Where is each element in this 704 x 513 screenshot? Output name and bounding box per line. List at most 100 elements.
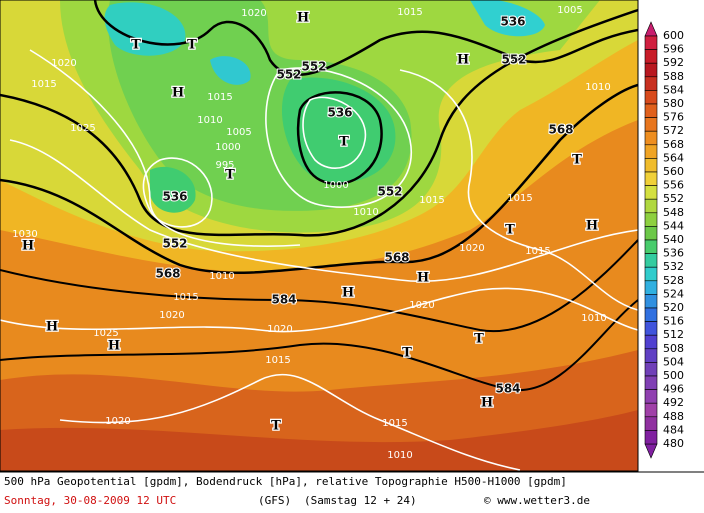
geopotential-label: 552 xyxy=(501,53,526,67)
colorbar-label: 536 xyxy=(663,247,684,260)
colorbar-swatch xyxy=(644,90,658,105)
geopotential-label: 536 xyxy=(327,106,352,120)
colorbar-swatch xyxy=(644,294,658,309)
colorbar-swatch xyxy=(644,416,658,431)
geopotential-label: 584 xyxy=(271,293,296,307)
colorbar-arrow xyxy=(644,443,658,459)
footer-credit: © www.wetter3.de xyxy=(484,494,590,507)
colorbar-swatch xyxy=(644,117,658,132)
pressure-center: T xyxy=(187,38,197,53)
pressure-center: T xyxy=(131,38,141,53)
colorbar-label: 584 xyxy=(663,83,684,96)
colorbar-swatch xyxy=(644,171,658,186)
colorbar-label: 592 xyxy=(663,56,684,69)
colorbar-label: 552 xyxy=(663,192,684,205)
isobar-label: 1015 xyxy=(397,7,422,18)
pressure-center: T xyxy=(339,135,349,150)
colorbar-label: 580 xyxy=(663,97,684,110)
isobar-label: 1015 xyxy=(265,355,290,366)
colorbar-swatch xyxy=(644,158,658,173)
isobar-label: 1015 xyxy=(382,418,407,429)
colorbar-label: 532 xyxy=(663,260,684,273)
colorbar-label: 588 xyxy=(663,70,684,83)
colorbar-swatch xyxy=(644,226,658,241)
colorbar-label: 488 xyxy=(663,410,684,423)
colorbar-label: 524 xyxy=(663,287,684,300)
isobar-label: 1010 xyxy=(353,207,378,218)
footer-run: (Samstag 12 + 24) xyxy=(304,494,417,507)
colorbar-label: 540 xyxy=(663,233,684,246)
isobar-label: 1000 xyxy=(215,142,240,153)
colorbar-swatch xyxy=(644,307,658,322)
pressure-center: H xyxy=(481,396,493,411)
colorbar-swatch xyxy=(644,239,658,254)
geopotential-label: 568 xyxy=(548,123,573,137)
colorbar-swatch xyxy=(644,62,658,78)
colorbar-label: 496 xyxy=(663,383,684,396)
colorbar-swatch xyxy=(644,389,658,404)
colorbar-label: 480 xyxy=(663,437,684,450)
footer-date: Sonntag, 30-08-2009 12 UTC xyxy=(4,494,176,507)
colorbar-label: 516 xyxy=(663,315,684,328)
colorbar-label: 544 xyxy=(663,219,684,232)
colorbar-swatch xyxy=(644,348,658,363)
contours xyxy=(0,0,638,471)
isobar-label: 1025 xyxy=(70,123,95,134)
isobar-label: 995 xyxy=(215,160,234,171)
colorbar-label: 512 xyxy=(663,328,684,341)
colorbar-swatch xyxy=(644,253,658,268)
isobar-label: 1020 xyxy=(105,416,130,427)
colorbar-label: 548 xyxy=(663,206,684,219)
pressure-center: H xyxy=(46,320,58,335)
geopotential-label: 552 xyxy=(162,237,187,251)
colorbar-label: 492 xyxy=(663,396,684,409)
colorbar-swatch xyxy=(644,362,658,377)
geopotential-label: 536 xyxy=(162,190,187,204)
isobar-label: 1015 xyxy=(525,246,550,257)
pressure-center: H xyxy=(108,339,120,354)
isobar-label: 1010 xyxy=(581,313,606,324)
colorbar-swatch xyxy=(644,130,658,146)
colorbar-label: 556 xyxy=(663,179,684,192)
colorbar-swatch xyxy=(644,103,658,118)
pressure-center: T xyxy=(271,419,281,434)
colorbar-label: 508 xyxy=(663,342,684,355)
geopotential-label: 552 xyxy=(377,185,402,199)
colorbar-swatch xyxy=(644,198,658,214)
geopotential-label: 584 xyxy=(495,382,520,396)
isobar-label: 1020 xyxy=(159,310,184,321)
isobar-label: 1010 xyxy=(197,115,222,126)
isobar-label: 1005 xyxy=(557,5,582,16)
pressure-center: H xyxy=(457,53,469,68)
map-background xyxy=(0,0,638,471)
footer-model: (GFS) xyxy=(258,494,291,507)
geopotential-label: 552 xyxy=(301,60,326,74)
colorbar-swatch xyxy=(644,76,658,91)
pressure-center: H xyxy=(586,219,598,234)
colorbar-swatch xyxy=(644,49,658,64)
colorbar-label: 520 xyxy=(663,301,684,314)
isobar-label: 1010 xyxy=(585,82,610,93)
colorbar-label: 528 xyxy=(663,274,684,287)
colorbar-label: 564 xyxy=(663,151,684,164)
isobar-label: 1010 xyxy=(387,450,412,461)
colorbar-label: 596 xyxy=(663,43,684,56)
colorbar-swatch xyxy=(644,212,658,227)
isobar-label: 1020 xyxy=(409,300,434,311)
colorbar-label: 576 xyxy=(663,111,684,124)
isobar-label: 1015 xyxy=(173,292,198,303)
colorbar-swatch xyxy=(644,334,658,350)
pressure-center: H xyxy=(297,11,309,26)
geopotential-label: 568 xyxy=(384,251,409,265)
colorbar-label: 568 xyxy=(663,138,684,151)
isobar-label: 1005 xyxy=(226,127,251,138)
colorbar-label: 572 xyxy=(663,124,684,137)
footer-title: 500 hPa Geopotential [gpdm], Bodendruck … xyxy=(4,475,567,488)
isobar-label: 1020 xyxy=(459,243,484,254)
isobar-label: 1030 xyxy=(12,229,37,240)
colorbar-swatch xyxy=(644,321,658,336)
colorbar-label: 500 xyxy=(663,369,684,382)
isobar-label: 1020 xyxy=(241,8,266,19)
